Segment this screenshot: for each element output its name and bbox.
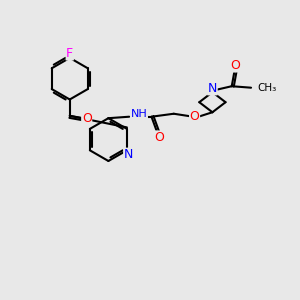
Text: N: N — [124, 148, 133, 161]
Text: CH₃: CH₃ — [258, 83, 277, 93]
Text: NH: NH — [131, 109, 147, 119]
Text: O: O — [154, 131, 164, 144]
Text: O: O — [230, 59, 240, 72]
Text: F: F — [66, 47, 73, 60]
Text: O: O — [190, 110, 200, 123]
Text: O: O — [82, 112, 92, 125]
Text: N: N — [208, 82, 217, 95]
